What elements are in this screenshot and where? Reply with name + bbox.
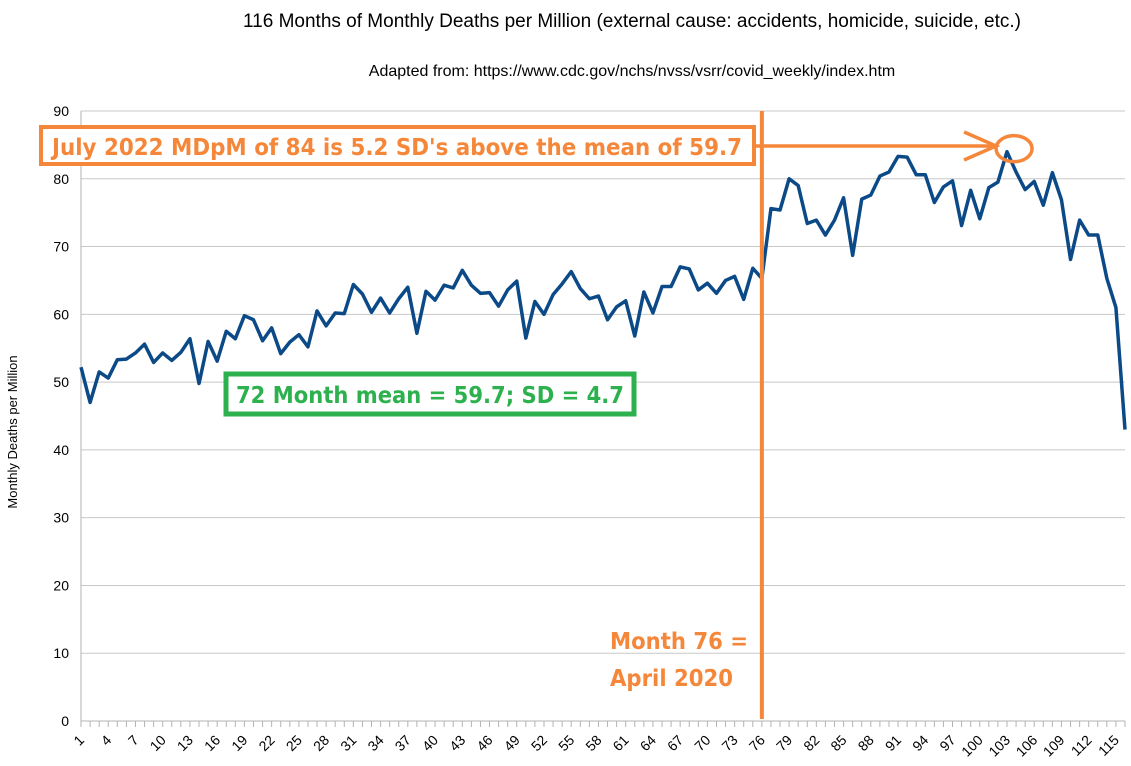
x-tick-label: 67 xyxy=(664,732,686,754)
x-tick-label: 43 xyxy=(446,732,468,754)
x-tick-label: 103 xyxy=(985,732,1013,760)
x-tick-label: 97 xyxy=(936,732,958,754)
x-tick-label: 22 xyxy=(255,732,277,754)
x-tick-label: 115 xyxy=(1095,732,1122,759)
x-tick-label: 40 xyxy=(419,732,441,754)
month-76-annotation-line1: Month 76 = xyxy=(610,629,748,655)
x-tick-label: 61 xyxy=(609,732,631,754)
x-tick-label: 55 xyxy=(555,732,577,754)
x-tick-label: 85 xyxy=(827,732,849,754)
y-tick-label: 70 xyxy=(53,239,69,255)
x-tick-label: 94 xyxy=(909,732,931,754)
month-76-annotation-line2: April 2020 xyxy=(610,666,733,692)
x-tick-label: 4 xyxy=(98,732,115,749)
x-tick-label: 58 xyxy=(582,732,604,754)
x-tick-label: 82 xyxy=(800,732,822,754)
y-tick-labels: 0 10 20 30 40 50 60 70 80 90 xyxy=(53,103,69,729)
y-tick-label: 90 xyxy=(53,103,69,119)
series-line xyxy=(79,149,1127,430)
x-tick-label: 31 xyxy=(337,732,359,754)
y-tick-label: 20 xyxy=(53,577,69,593)
mean-annotation-box xyxy=(223,371,637,417)
x-tick-label: 112 xyxy=(1068,732,1095,759)
x-tick-label: 1 xyxy=(70,732,87,749)
x-tick-label: 34 xyxy=(364,732,386,754)
y-tick-label: 30 xyxy=(53,510,69,526)
x-tick-label: 13 xyxy=(174,732,196,754)
x-tick-label: 46 xyxy=(473,732,495,754)
mean-annotation-text: 72 Month mean = 59.7; SD = 4.7 xyxy=(236,383,624,409)
x-tick-label: 10 xyxy=(146,732,168,754)
x-tick-label: 28 xyxy=(310,732,332,754)
chart-subtitle: Adapted from: https://www.cdc.gov/nchs/n… xyxy=(369,63,895,80)
x-tick-label: 52 xyxy=(528,732,550,754)
x-tick-label: 37 xyxy=(392,732,414,754)
y-tick-label: 60 xyxy=(53,306,69,322)
x-tick-label: 70 xyxy=(691,732,713,754)
x-tick-label: 25 xyxy=(283,732,305,754)
july-2022-annotation-box xyxy=(39,125,756,166)
x-tick-label: 73 xyxy=(718,732,740,754)
x-tick-label: 88 xyxy=(855,732,877,754)
x-tick-label: 64 xyxy=(637,732,659,754)
x-tick-label: 79 xyxy=(773,732,795,754)
x-tick-label: 109 xyxy=(1040,732,1068,760)
x-tick-label: 100 xyxy=(958,732,986,760)
x-tick-label: 7 xyxy=(125,732,142,749)
x-tick-label: 91 xyxy=(882,732,904,754)
series-group xyxy=(79,149,1127,430)
x-tick-label: 16 xyxy=(201,732,223,754)
y-tick-label: 80 xyxy=(53,171,69,187)
x-tick-label: 106 xyxy=(1013,732,1041,760)
july-2022-annotation-text: July 2022 MDpM of 84 is 5.2 SD's above t… xyxy=(50,135,742,161)
x-tick-label: 76 xyxy=(746,732,768,754)
y-tick-label: 50 xyxy=(53,374,69,390)
july-2022-highlight-ellipse xyxy=(994,133,1034,164)
y-tick-label: 0 xyxy=(61,713,69,729)
chart-title: 116 Months of Monthly Deaths per Million… xyxy=(243,11,1021,32)
y-tick-label: 10 xyxy=(53,645,69,661)
x-tick-label: 19 xyxy=(228,732,250,754)
x-tick-label: 49 xyxy=(501,732,523,754)
y-axis-label: Monthly Deaths per Million xyxy=(5,355,20,508)
y-tick-label: 40 xyxy=(53,442,69,458)
